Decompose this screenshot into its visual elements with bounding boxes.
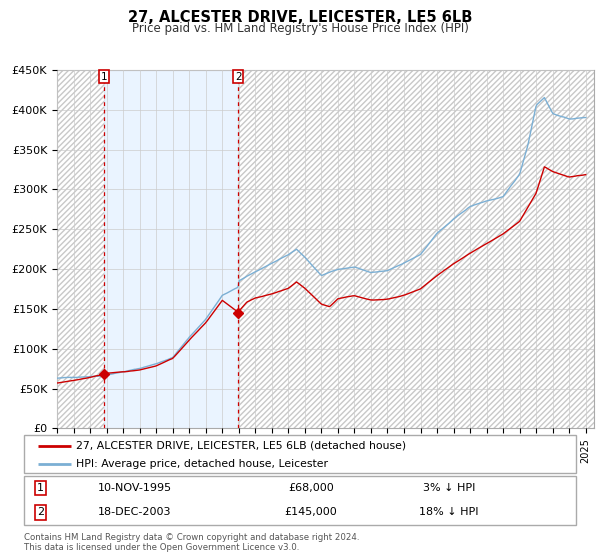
Text: 27, ALCESTER DRIVE, LEICESTER, LE5 6LB (detached house): 27, ALCESTER DRIVE, LEICESTER, LE5 6LB (… xyxy=(76,441,407,451)
Bar xyxy=(57,70,104,428)
Text: £145,000: £145,000 xyxy=(284,507,337,517)
Text: This data is licensed under the Open Government Licence v3.0.: This data is licensed under the Open Gov… xyxy=(24,543,299,552)
Text: 3% ↓ HPI: 3% ↓ HPI xyxy=(423,483,475,493)
Text: 27, ALCESTER DRIVE, LEICESTER, LE5 6LB: 27, ALCESTER DRIVE, LEICESTER, LE5 6LB xyxy=(128,10,472,25)
Bar xyxy=(57,70,104,428)
Bar xyxy=(238,70,594,428)
Text: 1: 1 xyxy=(101,72,107,82)
Text: HPI: Average price, detached house, Leicester: HPI: Average price, detached house, Leic… xyxy=(76,459,328,469)
FancyBboxPatch shape xyxy=(24,435,576,473)
Text: £68,000: £68,000 xyxy=(288,483,334,493)
FancyBboxPatch shape xyxy=(24,476,576,525)
Text: 2: 2 xyxy=(235,72,241,82)
Text: 18% ↓ HPI: 18% ↓ HPI xyxy=(419,507,479,517)
Text: Contains HM Land Registry data © Crown copyright and database right 2024.: Contains HM Land Registry data © Crown c… xyxy=(24,533,359,542)
Text: Price paid vs. HM Land Registry's House Price Index (HPI): Price paid vs. HM Land Registry's House … xyxy=(131,22,469,35)
Text: 1: 1 xyxy=(37,483,44,493)
Text: 2: 2 xyxy=(37,507,44,517)
Bar xyxy=(104,70,238,428)
Text: 10-NOV-1995: 10-NOV-1995 xyxy=(97,483,172,493)
Text: 18-DEC-2003: 18-DEC-2003 xyxy=(98,507,171,517)
